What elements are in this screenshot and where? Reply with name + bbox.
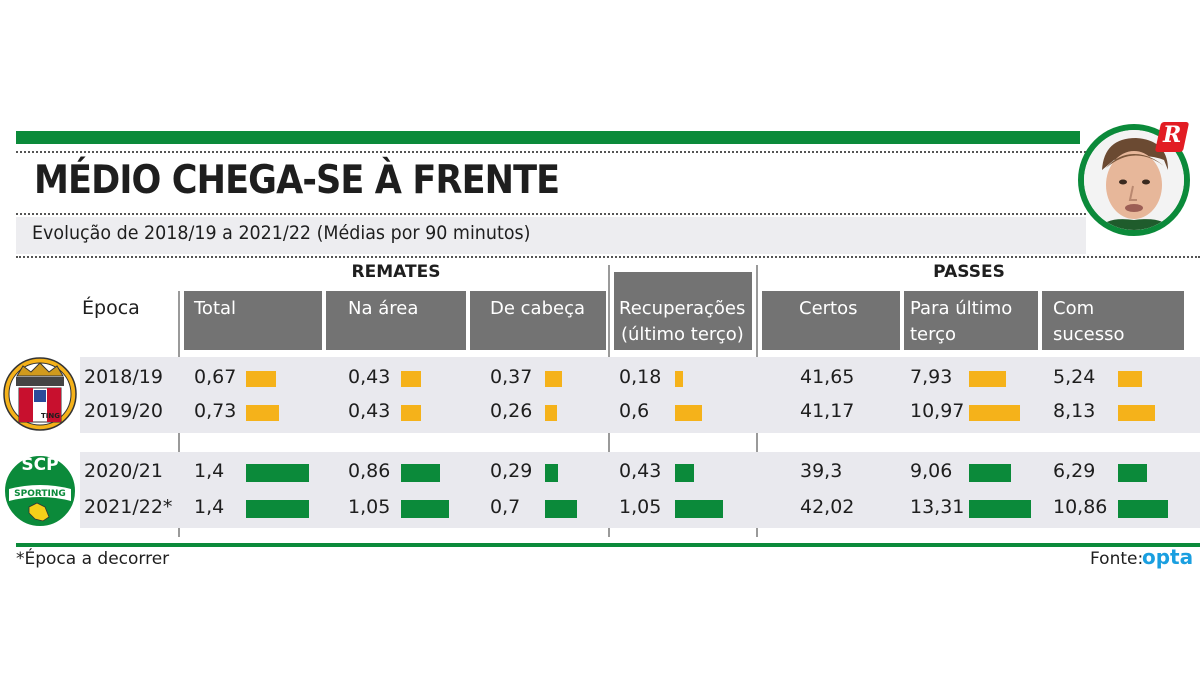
data-value: 8,13 — [1053, 400, 1096, 422]
sporting-crest-band: SPORTING — [14, 489, 66, 499]
data-bar — [1118, 405, 1155, 421]
data-bar — [246, 371, 276, 387]
column-header-para-ultimo-line1: Para último — [910, 298, 1013, 319]
data-value: 0,73 — [194, 400, 237, 422]
data-value: 0,37 — [490, 366, 533, 388]
subtitle-band — [16, 217, 1086, 254]
data-bar — [969, 464, 1011, 482]
chart-subtitle: Evolução de 2018/19 a 2021/22 (Médias po… — [32, 222, 531, 244]
data-value: 0,43 — [348, 400, 391, 422]
data-value: 0,29 — [490, 460, 533, 482]
data-bar — [969, 371, 1006, 387]
data-value: 1,05 — [348, 496, 391, 518]
data-value: 7,93 — [910, 366, 953, 388]
column-header-com-sucesso-line2: sucesso — [1053, 324, 1125, 345]
column-header-total-label: Total — [194, 298, 237, 319]
data-bar — [246, 464, 309, 482]
data-value: 10,86 — [1053, 496, 1108, 518]
record-logo-letter: R — [1163, 122, 1182, 148]
data-bar — [545, 464, 558, 482]
data-value: 1,4 — [194, 496, 225, 518]
data-value: 1,05 — [619, 496, 662, 518]
data-bar — [401, 464, 440, 482]
data-bar — [675, 464, 694, 482]
group-label-remates: REMATES — [351, 262, 441, 282]
source-label: Fonte: — [1090, 549, 1144, 569]
dotted-divider — [16, 213, 1086, 215]
data-value: 13,31 — [910, 496, 965, 518]
data-value: 1,4 — [194, 460, 225, 482]
data-bar — [1118, 464, 1147, 482]
data-bar — [969, 405, 1020, 421]
sporting-crest: SCP SPORTING — [3, 449, 77, 537]
data-bar — [545, 500, 577, 518]
column-header-de-cabeca — [470, 291, 606, 350]
data-value: 0,7 — [490, 496, 521, 518]
data-value: 0,43 — [619, 460, 662, 482]
data-value: 42,02 — [800, 496, 855, 518]
column-header-de-cabeca-label: De cabeça — [490, 298, 586, 319]
data-value: 41,65 — [800, 366, 855, 388]
player-face-icon — [1084, 130, 1184, 230]
data-bar — [1118, 500, 1168, 518]
column-header-na-area — [326, 291, 466, 350]
top-accent-bar — [16, 131, 1080, 144]
data-value: 6,29 — [1053, 460, 1096, 482]
data-value: 9,06 — [910, 460, 953, 482]
braga-crest-text: TING — [41, 412, 60, 420]
data-bar — [246, 405, 279, 421]
data-bar — [675, 405, 702, 421]
data-bar — [675, 371, 683, 387]
data-bar — [1118, 371, 1142, 387]
season-label: 2018/19 — [84, 366, 163, 388]
column-header-total — [184, 291, 322, 350]
column-header-na-area-label: Na área — [348, 298, 419, 319]
data-bar — [401, 405, 421, 421]
season-label: 2020/21 — [84, 460, 163, 482]
dotted-divider — [16, 151, 1086, 153]
data-value: 0,67 — [194, 366, 237, 388]
data-bar — [401, 371, 421, 387]
season-label: 2021/22* — [84, 496, 173, 518]
data-value: 10,97 — [910, 400, 965, 422]
data-bar — [401, 500, 449, 518]
data-value: 0,43 — [348, 366, 391, 388]
column-header-epoca: Época — [82, 297, 140, 319]
data-value: 0,18 — [619, 366, 662, 388]
data-value: 0,26 — [490, 400, 533, 422]
footnote: *Época a decorrer — [16, 549, 170, 569]
bottom-accent-bar — [16, 543, 1200, 547]
data-value: 0,6 — [619, 400, 650, 422]
column-header-recuperacoes — [614, 272, 752, 350]
data-bar — [675, 500, 723, 518]
column-header-com-sucesso — [1042, 291, 1184, 350]
column-header-para-ultimo — [904, 291, 1038, 350]
column-header-recuperacoes-line2: (último terço) — [621, 324, 744, 345]
chart-title: MÉDIO CHEGA-SE À FRENTE — [34, 158, 560, 203]
source-brand: opta — [1142, 545, 1194, 569]
data-value: 0,86 — [348, 460, 391, 482]
data-bar — [969, 500, 1031, 518]
column-header-com-sucesso-line1: Com — [1053, 298, 1095, 319]
sporting-crest-top: SCP — [21, 455, 59, 475]
data-value: 5,24 — [1053, 366, 1096, 388]
data-bar — [246, 500, 309, 518]
season-label: 2019/20 — [84, 400, 163, 422]
group-label-passes: PASSES — [933, 262, 1005, 282]
column-header-recuperacoes-line1: Recuperações — [619, 298, 746, 319]
dotted-divider — [16, 256, 1200, 258]
data-value: 39,3 — [800, 460, 843, 482]
braga-crest: TING — [3, 352, 77, 440]
data-bar — [545, 371, 562, 387]
column-header-certos-label: Certos — [799, 298, 858, 319]
data-bar — [545, 405, 557, 421]
column-header-certos — [762, 291, 900, 350]
column-header-para-ultimo-line2: terço — [910, 324, 957, 345]
data-value: 41,17 — [800, 400, 855, 422]
